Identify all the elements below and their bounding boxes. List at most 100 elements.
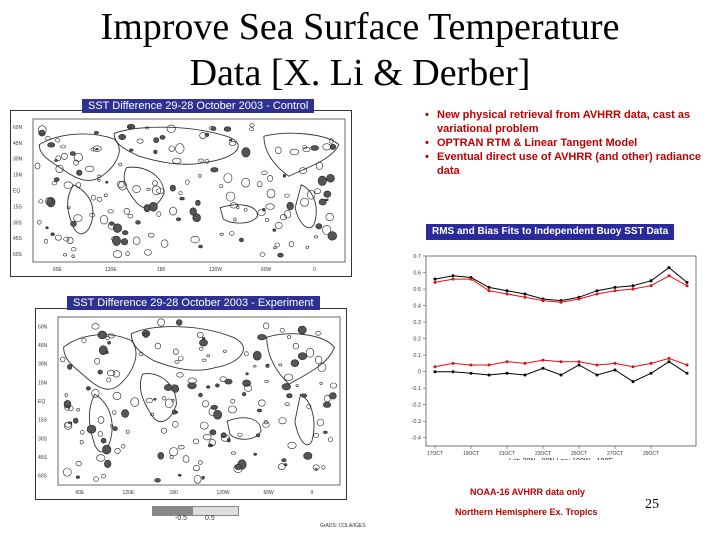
- contour-blob: [66, 237, 74, 245]
- contour-blob: [300, 393, 308, 398]
- series-point-0: [595, 289, 599, 293]
- series-point-2: [649, 371, 653, 375]
- contour-blob: [93, 476, 99, 482]
- contour-blob: [202, 400, 209, 408]
- contour-blob: [63, 421, 73, 430]
- lat-tick-label: 60N: [38, 324, 48, 330]
- contour-blob: [104, 193, 108, 198]
- contour-blob: [193, 438, 200, 445]
- y-tick-label: 0.3: [413, 320, 421, 326]
- contour-blob: [70, 220, 77, 227]
- contour-blob: [121, 230, 129, 236]
- series-point-0: [649, 279, 653, 283]
- contour-blob: [303, 451, 313, 460]
- contour-blob: [127, 125, 131, 129]
- y-tick-label: 0.6: [413, 271, 421, 277]
- series-point-3: [595, 363, 599, 367]
- contour-blob: [262, 421, 270, 428]
- legend-swatch-low: [153, 507, 193, 515]
- contour-blob: [295, 384, 299, 388]
- contour-blob: [96, 454, 106, 462]
- contour-blob: [102, 444, 112, 455]
- map-frame: [32, 118, 346, 263]
- contour-blob: [315, 355, 323, 365]
- contour-blob: [132, 236, 141, 246]
- contour-blob: [258, 399, 266, 407]
- contour-blob: [160, 239, 169, 248]
- contour-blob: [99, 214, 109, 225]
- bullet-item: • New physical retrieval from AVHRR data,…: [425, 109, 691, 135]
- lat-tick-label: 30N: [13, 157, 23, 163]
- contour-blob: [238, 237, 244, 243]
- contour-blob: [151, 185, 162, 196]
- contour-blob: [175, 143, 185, 154]
- contour-blob: [147, 232, 155, 238]
- contour-blob: [107, 333, 115, 339]
- lat-tick-label: 30S: [13, 220, 23, 226]
- lat-tick-label: 60N: [13, 125, 23, 131]
- contour-blob: [91, 388, 100, 398]
- series-point-3: [505, 360, 509, 364]
- contour-blob: [231, 451, 236, 455]
- series-point-2: [541, 366, 545, 370]
- contour-blob: [120, 238, 129, 246]
- contour-blob: [107, 209, 114, 214]
- contour-blob: [112, 235, 121, 246]
- contour-blob: [322, 401, 331, 408]
- contour-blob: [252, 350, 262, 361]
- contour-blob: [305, 245, 309, 249]
- y-tick-label: 0.2: [413, 337, 421, 343]
- series-point-3: [613, 361, 617, 365]
- contour-blob: [176, 319, 183, 326]
- contour-blob: [229, 231, 235, 236]
- contour-blob: [286, 393, 293, 399]
- lat-tick-label: 30S: [38, 436, 48, 442]
- contour-blob: [245, 372, 249, 376]
- contour-blob: [94, 357, 101, 365]
- contour-blob: [297, 352, 308, 361]
- contour-blob: [69, 151, 76, 156]
- contour-blob: [97, 416, 105, 424]
- contour-blob: [169, 447, 179, 457]
- contour-blob: [322, 143, 332, 151]
- contour-blob: [233, 217, 237, 222]
- series-point-3: [649, 361, 653, 365]
- bullet-dot-icon: •: [425, 109, 429, 121]
- series-point-1: [559, 300, 563, 304]
- contour-blob: [317, 175, 327, 186]
- contour-blob: [171, 398, 175, 402]
- series-point-1: [667, 274, 671, 278]
- contour-blob: [64, 393, 68, 397]
- series-point-2: [685, 371, 689, 375]
- contour-blob: [298, 167, 307, 175]
- contour-blob: [86, 386, 91, 391]
- series-point-2: [595, 373, 599, 377]
- contour-blob: [63, 181, 73, 189]
- contour-blob: [161, 396, 167, 401]
- contour-blob: [230, 398, 236, 404]
- contour-blob: [278, 417, 287, 425]
- y-tick-label: 0.1: [413, 353, 421, 359]
- series-point-3: [487, 363, 491, 367]
- contour-blob: [236, 205, 240, 209]
- contour-blob: [139, 352, 144, 357]
- map-footer-text: GrADS: COLA/IGES: [320, 523, 366, 529]
- contour-blob: [105, 350, 109, 355]
- contour-blob: [197, 331, 204, 338]
- contour-blob: [64, 405, 71, 411]
- contour-blob: [204, 132, 210, 137]
- contour-blob: [166, 124, 176, 133]
- x-tick-label: 29OCT: [643, 451, 659, 457]
- contour-blob: [105, 335, 110, 340]
- contour-blob: [114, 447, 121, 454]
- series-point-1: [433, 280, 437, 284]
- contour-blob: [234, 464, 242, 470]
- lat-tick-label: 45S: [38, 455, 48, 461]
- contour-blob: [325, 213, 334, 222]
- contour-blob: [267, 175, 274, 182]
- contour-blob: [55, 155, 61, 162]
- lon-tick-label: 120W: [217, 490, 230, 496]
- contour-blob: [284, 193, 290, 198]
- contour-blob: [112, 391, 122, 400]
- contour-blob: [329, 382, 337, 389]
